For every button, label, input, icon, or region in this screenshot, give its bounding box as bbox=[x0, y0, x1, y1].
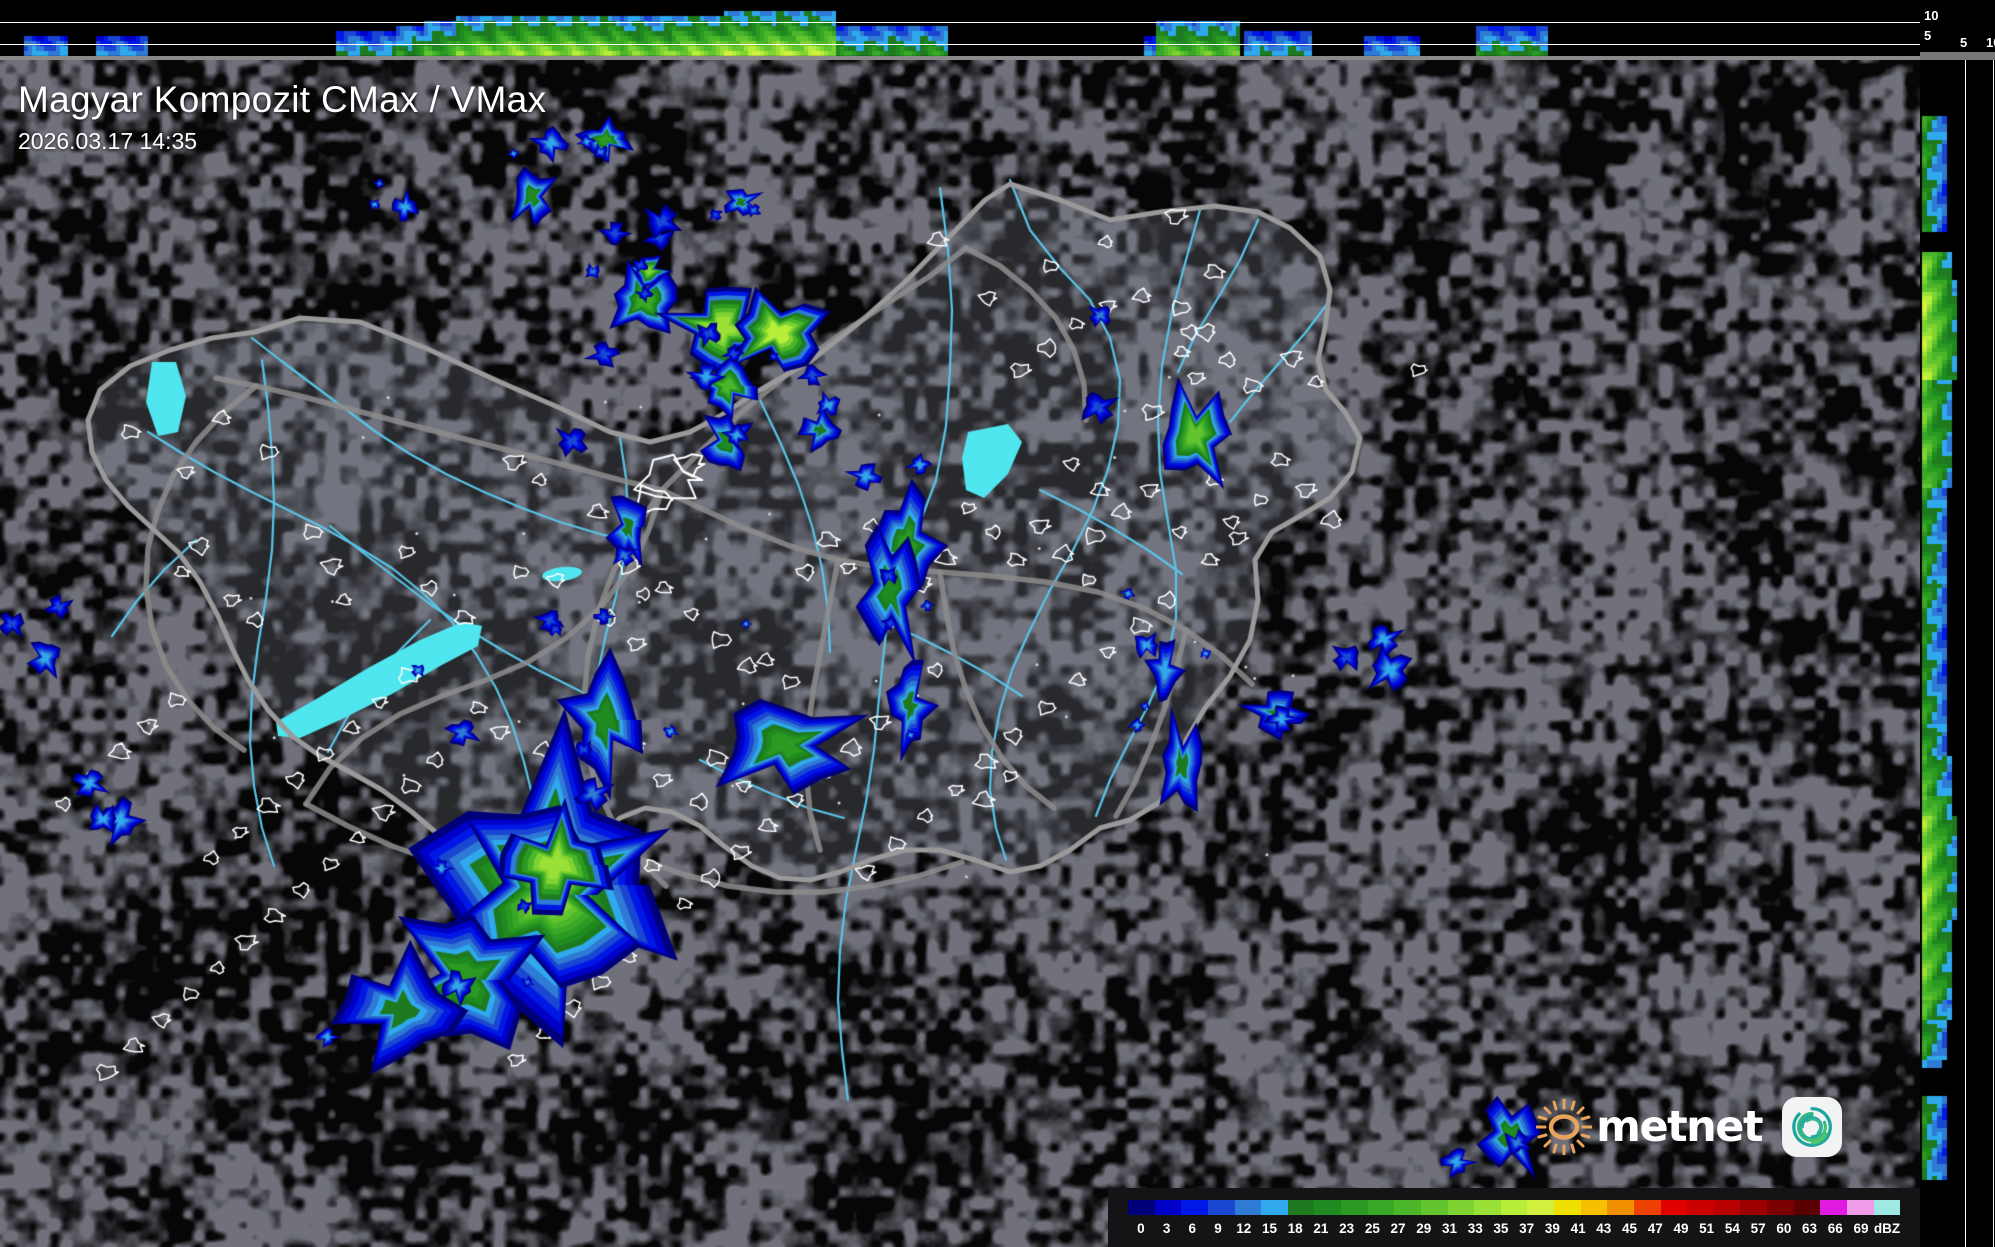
axis-label-5km-horizontal: 5 bbox=[1960, 35, 1968, 50]
metnet-app-icon[interactable] bbox=[1782, 1097, 1842, 1157]
colorbar-swatch bbox=[1420, 1200, 1448, 1215]
colorbar-tick: 49 bbox=[1673, 1221, 1689, 1236]
axis-label-10km-horizontal: 10 bbox=[1986, 35, 1995, 50]
colorbar-swatch bbox=[1660, 1200, 1688, 1215]
colorbar-tick: 43 bbox=[1596, 1221, 1612, 1236]
dbz-colorbar-legend: 0 3 6 9 12 15 18 21 23 25 27 29 31 33 35 37 39 41 43 45 47 49… bbox=[1108, 1188, 1920, 1247]
colorbar-swatch bbox=[1580, 1200, 1608, 1215]
colorbar-swatch bbox=[1234, 1200, 1262, 1215]
colorbar-swatch bbox=[1474, 1200, 1501, 1215]
colorbar-swatch bbox=[1740, 1200, 1767, 1215]
colorbar-swatch bbox=[1500, 1200, 1528, 1215]
colorbar-tick: 69 bbox=[1853, 1221, 1869, 1236]
radar-map[interactable]: Magyar Kompozit CMax / VMax 2026.03.17 1… bbox=[0, 60, 1920, 1247]
colorbar-tick: 37 bbox=[1519, 1221, 1535, 1236]
top-gridline-10km bbox=[0, 22, 1920, 23]
top-gridline-5km bbox=[0, 44, 1920, 45]
colorbar-tick: 39 bbox=[1544, 1221, 1560, 1236]
colorbar-tick: 33 bbox=[1467, 1221, 1483, 1236]
axis-label-10km-vertical: 10 bbox=[1924, 8, 1939, 23]
colorbar-swatch bbox=[1820, 1200, 1847, 1215]
colorbar-tick: 54 bbox=[1724, 1221, 1740, 1236]
colorbar-tick: 15 bbox=[1261, 1221, 1277, 1236]
colorbar-swatch bbox=[1687, 1200, 1714, 1215]
colorbar-tick: 27 bbox=[1390, 1221, 1406, 1236]
colorbar-swatch bbox=[1314, 1200, 1341, 1215]
corner-baseline bbox=[1920, 52, 1995, 60]
colorbar-tick: 6 bbox=[1188, 1221, 1197, 1236]
colorbar-swatch bbox=[1607, 1200, 1634, 1215]
colorbar-tick: dBZ bbox=[1873, 1221, 1901, 1236]
colorbar-swatch bbox=[1873, 1200, 1901, 1215]
page-title: Magyar Kompozit CMax / VMax bbox=[18, 79, 547, 120]
colorbar-tick-labels: 0 3 6 9 12 15 18 21 23 25 27 29 31 33 35 37 39 41 43 45 47 49… bbox=[1128, 1217, 1900, 1241]
colorbar-tick: 45 bbox=[1622, 1221, 1638, 1236]
colorbar-swatch bbox=[1767, 1200, 1794, 1215]
vmax-top-cross-section bbox=[0, 0, 1920, 60]
right-gridline-5km bbox=[1965, 0, 1966, 1247]
colorbar-tick: 0 bbox=[1137, 1221, 1145, 1236]
colorbar-swatch bbox=[1394, 1200, 1421, 1215]
colorbar-tick: 66 bbox=[1827, 1221, 1843, 1236]
colorbar-swatch bbox=[1261, 1200, 1288, 1215]
sun-icon bbox=[1535, 1098, 1593, 1156]
axis-label-5km-vertical: 5 bbox=[1924, 28, 1932, 43]
colorbar-swatch bbox=[1713, 1200, 1741, 1215]
colorbar-swatch bbox=[1207, 1200, 1235, 1215]
colorbar-gradient bbox=[1128, 1200, 1901, 1215]
colorbar-tick: 35 bbox=[1493, 1221, 1509, 1236]
colorbar-tick: 23 bbox=[1339, 1221, 1355, 1236]
colorbar-swatch bbox=[1633, 1200, 1661, 1215]
colorbar-swatch bbox=[1287, 1200, 1315, 1215]
metnet-logo[interactable]: metnet bbox=[1535, 1097, 1842, 1157]
title-block: Magyar Kompozit CMax / VMax 2026.03.17 1… bbox=[18, 78, 546, 156]
colorbar-swatch bbox=[1846, 1200, 1874, 1215]
colorbar-tick: 63 bbox=[1802, 1221, 1818, 1236]
colorbar-tick: 3 bbox=[1162, 1221, 1171, 1236]
vmax-right-cross-section bbox=[1920, 0, 1995, 1247]
colorbar-tick: 31 bbox=[1441, 1221, 1457, 1236]
colorbar-swatch bbox=[1793, 1200, 1821, 1215]
colorbar-swatch bbox=[1554, 1200, 1581, 1215]
colorbar-swatch bbox=[1447, 1200, 1475, 1215]
radar-map-canvas bbox=[0, 60, 1920, 1247]
colorbar-swatch bbox=[1527, 1200, 1554, 1215]
metnet-wordmark: metnet bbox=[1596, 1102, 1763, 1152]
colorbar-tick: 21 bbox=[1313, 1221, 1329, 1236]
colorbar-swatch bbox=[1154, 1200, 1182, 1215]
vmax-top-canvas bbox=[0, 0, 1920, 60]
colorbar-tick: 47 bbox=[1647, 1221, 1663, 1236]
colorbar-swatch bbox=[1181, 1200, 1208, 1215]
colorbar-tick: 18 bbox=[1287, 1221, 1303, 1236]
timestamp-label: 2026.03.17 14:35 bbox=[18, 128, 198, 154]
colorbar-tick: 51 bbox=[1699, 1221, 1715, 1236]
colorbar-swatch bbox=[1341, 1200, 1368, 1215]
colorbar-tick: 29 bbox=[1416, 1221, 1432, 1236]
colorbar-tick: 57 bbox=[1750, 1221, 1766, 1236]
colorbar-tick: 9 bbox=[1214, 1221, 1222, 1236]
colorbar-tick: 12 bbox=[1236, 1221, 1252, 1236]
colorbar-swatch bbox=[1128, 1200, 1155, 1215]
vmax-right-canvas bbox=[1920, 0, 1995, 1247]
top-xsec-baseline bbox=[0, 56, 1920, 60]
colorbar-tick: 60 bbox=[1776, 1221, 1792, 1236]
cross-section-axis-corner: 10 5 5 10 bbox=[1920, 0, 1995, 60]
right-gridline-10km bbox=[1993, 0, 1994, 1247]
colorbar-swatch bbox=[1367, 1200, 1395, 1215]
colorbar-tick: 41 bbox=[1570, 1221, 1586, 1236]
colorbar-tick: 25 bbox=[1364, 1221, 1380, 1236]
